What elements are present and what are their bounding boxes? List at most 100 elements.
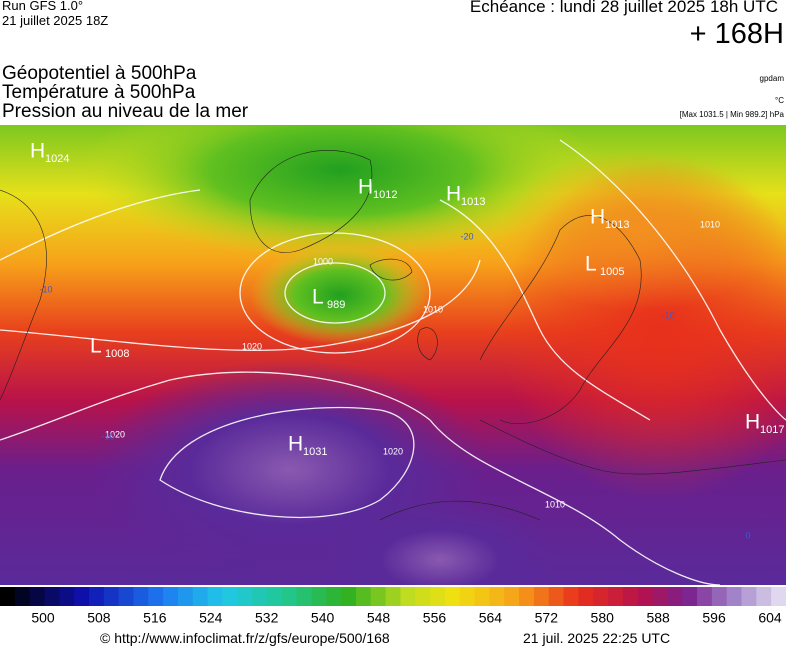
colorbar-swatch xyxy=(14,587,31,606)
colorbar-swatch xyxy=(148,587,164,606)
system-kind: H xyxy=(446,183,461,206)
colorbar-tick-label: 532 xyxy=(255,610,279,626)
colorbar-tick-label: 580 xyxy=(591,610,615,626)
colorbar-swatch xyxy=(682,587,698,606)
colorbar-swatch xyxy=(444,587,461,606)
source: © http://www.infoclimat.fr/z/gfs/europe/… xyxy=(100,630,390,646)
colorbar-swatch xyxy=(726,587,743,606)
colorbar-swatch xyxy=(622,587,639,606)
system-kind: L xyxy=(312,286,324,309)
colorbar-swatch xyxy=(563,587,579,606)
unit-1: gpdam xyxy=(759,74,784,83)
colorbar-swatch xyxy=(103,587,120,606)
colorbar-swatch xyxy=(533,587,550,606)
system-pressure: 1008 xyxy=(105,348,129,360)
colorbar-swatch xyxy=(266,587,283,606)
colorbar-swatch xyxy=(355,587,372,606)
colorbar-tick-label: 588 xyxy=(646,610,670,626)
isobar-label: 1010 xyxy=(423,304,443,314)
colorbar-swatch xyxy=(637,587,654,606)
colorbar-swatch xyxy=(578,587,594,606)
system-pressure: 1013 xyxy=(461,196,485,208)
temperature-label: -10 xyxy=(101,431,114,441)
colorbar-tick-label: 572 xyxy=(535,610,559,626)
isobar-label: 1020 xyxy=(242,341,262,351)
colorbar-swatch xyxy=(163,587,179,606)
colorbar-swatch xyxy=(593,587,609,606)
system-kind: H xyxy=(30,140,45,163)
colorbar-swatch xyxy=(192,587,209,606)
colorbar-swatch xyxy=(133,587,149,606)
colorbar-swatch xyxy=(385,587,401,606)
system-pressure: 989 xyxy=(327,299,345,311)
temperature-label: -10 xyxy=(39,284,52,294)
temperature-label: -10 xyxy=(661,310,674,320)
colorbar-tick-label: 556 xyxy=(423,610,447,626)
system-kind: H xyxy=(288,433,303,456)
colorbar-tick-label: 500 xyxy=(31,610,55,626)
isobar-label: 1010 xyxy=(545,499,565,509)
colorbar-swatch xyxy=(370,587,387,606)
temperature-label: -20 xyxy=(460,231,473,241)
system-pressure: 1031 xyxy=(303,446,327,458)
colorbar-swatch xyxy=(59,587,75,606)
colorbar-swatch xyxy=(504,587,520,606)
system-pressure: 1024 xyxy=(45,153,69,165)
colorbar-swatch xyxy=(0,587,16,606)
colorbar-swatch xyxy=(771,587,786,606)
colorbar-swatch xyxy=(296,587,312,606)
colorbar-swatch xyxy=(311,587,327,606)
colorbar-swatch xyxy=(341,587,357,606)
colorbar-swatch xyxy=(459,587,476,606)
colorbar-swatch xyxy=(44,587,60,606)
colorbar-tick-label: 548 xyxy=(367,610,391,626)
colorbar-swatch xyxy=(519,587,535,606)
isobar-label: 1020 xyxy=(383,446,403,456)
valid-time: Echéance : lundi 28 juillet 2025 18h UTC xyxy=(469,0,778,16)
unit-2: °C xyxy=(775,96,784,105)
isobar-label: 1010 xyxy=(700,219,720,229)
colorbar-swatch xyxy=(711,587,728,606)
colorbar-swatch xyxy=(237,587,253,606)
field-1: Géopotentiel à 500hPa xyxy=(2,63,197,84)
field-3: Pression au niveau de la mer xyxy=(2,101,249,122)
system-kind: H xyxy=(590,206,605,229)
colorbar-swatch xyxy=(608,587,624,606)
colorbar-swatch xyxy=(489,587,505,606)
colorbar-swatch xyxy=(74,587,90,606)
colorbar-swatch xyxy=(474,587,490,606)
colorbar-tick-label: 564 xyxy=(479,610,503,626)
colorbar-swatch xyxy=(326,587,342,606)
isobar-label: 1000 xyxy=(313,256,333,266)
system-kind: L xyxy=(90,335,102,358)
colorbar-swatch xyxy=(252,587,268,606)
colorbar-tick-label: 604 xyxy=(758,610,782,626)
colorbar-swatch xyxy=(177,587,194,606)
colorbar-swatch xyxy=(652,587,668,606)
colorbar-swatch xyxy=(222,587,238,606)
system-kind: H xyxy=(745,411,760,434)
colorbar-swatch xyxy=(207,587,223,606)
system-pressure: 1017 xyxy=(760,424,784,436)
colorbar-tick-label: 508 xyxy=(87,610,111,626)
map-field xyxy=(0,125,786,585)
generated: 21 juil. 2025 22:25 UTC xyxy=(523,630,671,646)
colorbar-tick-label: 516 xyxy=(143,610,167,626)
colorbar-swatch xyxy=(548,587,565,606)
colorbar-swatch xyxy=(430,587,446,606)
colorbar-swatch xyxy=(756,587,772,606)
colorbar-swatch xyxy=(400,587,416,606)
run: Run GFS 1.0° xyxy=(2,0,84,13)
colorbar-tick-label: 524 xyxy=(199,610,223,626)
colorbar-swatch xyxy=(415,587,431,606)
colorbar-swatch xyxy=(741,587,757,606)
temperature-label: 0 xyxy=(745,530,750,540)
colorbar-tick-label: 596 xyxy=(702,610,726,626)
system-pressure: 1012 xyxy=(373,189,397,201)
system-kind: H xyxy=(358,176,373,199)
colorbar-swatch xyxy=(118,587,134,606)
colorbar-swatch xyxy=(281,587,298,606)
colorbar-swatch xyxy=(697,587,713,606)
